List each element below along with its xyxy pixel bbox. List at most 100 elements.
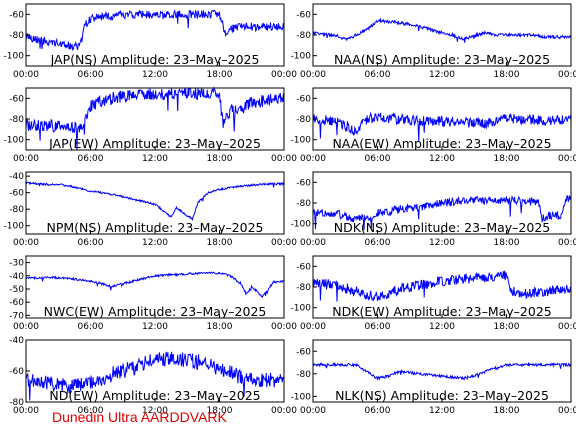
trace-line (25, 181, 285, 222)
y-tick-label: -100 (291, 392, 312, 402)
x-tick-label: 00:00 (271, 322, 297, 332)
x-tick-label: 00:00 (271, 238, 297, 248)
y-tick-label: -60 (9, 189, 24, 199)
x-tick-label: 06:00 (365, 154, 391, 164)
trace-line (25, 8, 285, 52)
x-tick-label: 00:00 (558, 70, 576, 80)
y-tick-label: -60 (9, 94, 24, 104)
x-tick-label: 12:00 (142, 238, 168, 248)
x-tick-label: 00:00 (300, 70, 326, 80)
y-tick-label: -100 (4, 52, 25, 62)
x-tick-label: 18:00 (494, 238, 520, 248)
y-tick-label: -60 (9, 10, 24, 20)
x-tick-label: 06:00 (78, 238, 104, 248)
x-tick-label: 18:00 (207, 238, 233, 248)
x-tick-label: 00:00 (13, 154, 39, 164)
x-tick-label: 18:00 (207, 322, 233, 332)
x-tick-label: 00:00 (271, 406, 297, 416)
y-tick-label: -60 (296, 94, 311, 104)
y-tick-label: -40 (9, 272, 24, 282)
x-tick-label: 12:00 (142, 154, 168, 164)
x-tick-label: 12:00 (429, 238, 455, 248)
y-tick-label: -60 (9, 367, 24, 377)
x-tick-label: 00:00 (558, 154, 576, 164)
y-tick-label: -60 (296, 178, 311, 188)
y-tick-label: -60 (296, 10, 311, 20)
x-tick-label: 18:00 (494, 322, 520, 332)
x-tick-label: 00:00 (271, 154, 297, 164)
x-tick-label: 12:00 (142, 322, 168, 332)
x-tick-label: 18:00 (207, 70, 233, 80)
x-tick-label: 00:00 (558, 322, 576, 332)
x-tick-label: 06:00 (365, 322, 391, 332)
y-tick-label: -100 (291, 52, 312, 62)
x-tick-label: 06:00 (365, 406, 391, 416)
y-tick-label: -80 (296, 31, 311, 41)
y-tick-label: -100 (4, 222, 25, 232)
panel-title: NAA(NS) Amplitude: 23–May–2025 (334, 52, 550, 67)
trace-line (312, 270, 572, 302)
x-tick-label: 00:00 (13, 322, 39, 332)
trace-line (312, 111, 572, 142)
y-tick-label: -80 (296, 370, 311, 380)
panel-title: JAP(NS) Amplitude: 23–May–2025 (50, 52, 260, 67)
chart-panel-5: -40 -60 -80 -100 00:00 06:00 12:00 18:00 00:00 NP… (4, 171, 297, 248)
x-tick-label: 12:00 (142, 70, 168, 80)
x-tick-label: 00:00 (13, 406, 39, 416)
x-tick-label: 18:00 (494, 406, 520, 416)
y-tick-label: -30 (9, 259, 24, 269)
y-tick-label: -80 (296, 115, 311, 125)
y-tick-label: -100 (4, 136, 25, 146)
trace-line (312, 361, 572, 381)
panel-title: NDK(NS) Amplitude: 23–May–2025 (334, 220, 551, 235)
footer-credit: Dunedin Ultra AARDDVARK (52, 409, 227, 425)
chart-panel-2: -60 -80 -100 00:00 06:00 12:00 18:00 00:00 NAA(N… (291, 3, 576, 80)
x-tick-label: 00:00 (13, 70, 39, 80)
x-tick-label: 18:00 (494, 70, 520, 80)
x-tick-label: 12:00 (429, 70, 455, 80)
x-tick-label: 00:00 (300, 238, 326, 248)
x-tick-label: 12:00 (429, 406, 455, 416)
chart-panel-4: -60 -80 -100 00:00 06:00 12:00 18:00 00:00 NAA(E… (291, 87, 576, 164)
trace-line (25, 351, 285, 401)
x-tick-label: 18:00 (207, 406, 233, 416)
y-tick-label: -60 (9, 298, 24, 308)
panel-title: NPM(NS) Amplitude: 23–May–2025 (47, 220, 264, 235)
trace-line (312, 17, 572, 43)
trace-line (312, 195, 572, 231)
x-tick-label: 12:00 (429, 154, 455, 164)
x-tick-label: 06:00 (365, 70, 391, 80)
x-tick-label: 06:00 (78, 322, 104, 332)
x-tick-label: 00:00 (271, 70, 297, 80)
x-tick-label: 00:00 (13, 238, 39, 248)
x-tick-label: 00:00 (300, 322, 326, 332)
y-tick-label: -40 (9, 172, 24, 182)
trace-line (25, 86, 285, 150)
panel-title: ND(EW) Amplitude: 23–May–2025 (49, 388, 260, 403)
y-tick-label: -70 (9, 311, 24, 321)
x-tick-label: 00:00 (300, 406, 326, 416)
y-tick-label: -100 (291, 220, 312, 230)
chart-panel-6: -60 -80 -100 00:00 06:00 12:00 18:00 00:00 NDK(N… (291, 171, 576, 248)
x-tick-label: 18:00 (494, 154, 520, 164)
x-tick-label: 00:00 (558, 238, 576, 248)
y-tick-label: -80 (9, 398, 24, 408)
panel-title: NAA(EW) Amplitude: 23–May–2025 (332, 136, 551, 151)
x-tick-label: 06:00 (78, 406, 104, 416)
chart-panel-1: -60 -80 -100 00:00 06:00 12:00 18:00 00:00 JAP(N… (4, 3, 297, 80)
y-tick-label: -80 (9, 115, 24, 125)
y-tick-label: -80 (9, 205, 24, 215)
x-tick-label: 06:00 (78, 70, 104, 80)
x-tick-label: 00:00 (558, 406, 576, 416)
y-tick-label: -50 (9, 285, 24, 295)
y-tick-label: -40 (9, 336, 24, 346)
x-tick-label: 18:00 (207, 154, 233, 164)
panel-title: NDK(EW) Amplitude: 23–May–2025 (332, 304, 551, 319)
x-tick-label: 12:00 (429, 322, 455, 332)
panel-title: NWC(EW) Amplitude: 23–May–2025 (44, 304, 267, 319)
panel-title: NLK(NS) Amplitude: 23–May–2025 (335, 388, 549, 403)
panel-title: JAP(EW) Amplitude: 23–May–2025 (48, 136, 261, 151)
